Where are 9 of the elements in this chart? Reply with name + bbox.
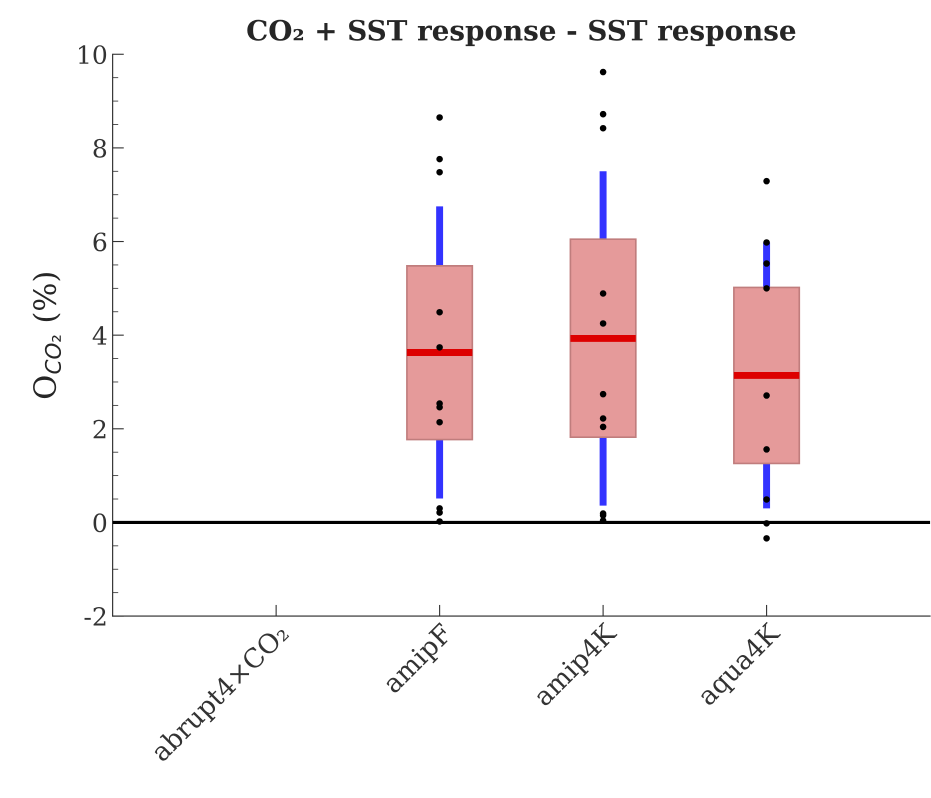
y-tick-label: 2 (94, 420, 106, 438)
y-tick-label: 10 (79, 45, 106, 64)
y-axis-title: O$_{CO₂}$ (%) (32, 273, 62, 398)
y-tick-label: 8 (94, 138, 106, 158)
y-tick-label: -2 (84, 607, 106, 626)
chart-title: CO₂ + SST response - SST response (247, 20, 796, 46)
y-tick-label: 6 (94, 232, 106, 252)
y-tick-label: 0 (94, 513, 106, 532)
y-tick-label: 4 (92, 326, 107, 345)
